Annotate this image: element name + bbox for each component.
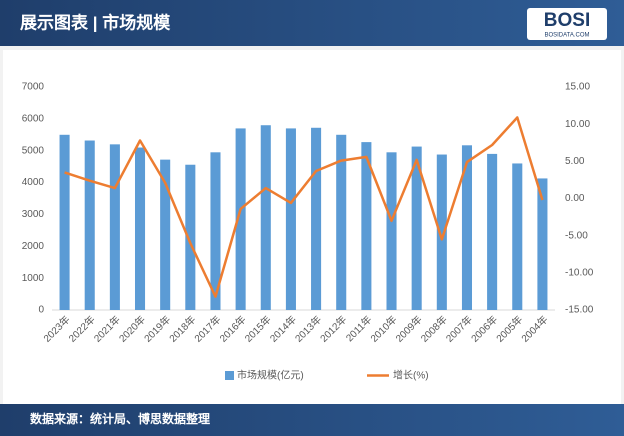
bar xyxy=(336,134,347,310)
bar xyxy=(185,164,196,310)
y2-tick-label: 0.00 xyxy=(565,193,585,204)
line xyxy=(64,116,544,298)
y2-tick-label: -15.00 xyxy=(565,305,594,316)
y-tick-label: 1000 xyxy=(22,273,45,284)
y2-tick-label: -5.00 xyxy=(565,230,588,241)
bar xyxy=(235,128,246,310)
y2-tick-label: 10.00 xyxy=(565,119,590,130)
bar xyxy=(285,128,296,310)
source: 数据来源：统计局、博思数据整理 xyxy=(30,411,210,426)
y-tick-label: 6000 xyxy=(22,113,45,124)
bar xyxy=(311,127,322,310)
bar xyxy=(537,178,548,310)
legend-label: 市场规模(亿元) xyxy=(237,369,304,382)
logo: BOSI xyxy=(544,10,590,31)
bar xyxy=(436,154,447,310)
y2-tick-label: 15.00 xyxy=(565,82,590,93)
legend-label: 增长(%) xyxy=(393,369,429,382)
bar xyxy=(160,159,171,310)
y2-tick-label: -10.00 xyxy=(565,267,594,278)
logo-box xyxy=(527,8,607,40)
y2-tick-label: 5.00 xyxy=(565,156,585,167)
bar xyxy=(134,147,146,310)
y-tick-label: 7000 xyxy=(22,82,45,93)
bar xyxy=(361,142,372,310)
bar xyxy=(84,140,95,310)
bar xyxy=(386,152,397,310)
bar xyxy=(260,125,271,310)
bar xyxy=(109,144,120,310)
bar xyxy=(210,152,221,310)
bar xyxy=(59,134,70,310)
y-tick-label: 4000 xyxy=(22,177,45,188)
y-tick-label: 3000 xyxy=(22,209,45,220)
footer-bar xyxy=(0,404,624,436)
y-tick-label: 0 xyxy=(38,305,44,316)
chart-title: 展示图表 | 市场规模 xyxy=(20,12,171,32)
y-tick-label: 5000 xyxy=(22,145,45,156)
y-tick-label: 2000 xyxy=(22,241,45,252)
bar xyxy=(512,163,523,310)
bar xyxy=(461,145,473,310)
legend-swatch xyxy=(225,371,234,380)
logo-sub: BOSIDATA.COM xyxy=(544,33,589,39)
header-bar xyxy=(0,0,624,46)
bar xyxy=(411,146,422,310)
bar xyxy=(487,153,498,310)
